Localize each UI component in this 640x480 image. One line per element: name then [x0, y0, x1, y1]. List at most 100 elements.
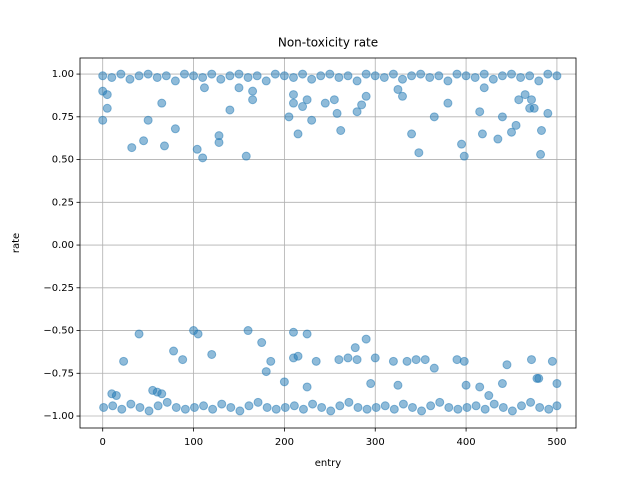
point [435, 397, 445, 407]
point [216, 74, 226, 84]
point [371, 402, 381, 412]
point [302, 329, 312, 339]
point [126, 399, 136, 409]
point [302, 382, 312, 392]
point [144, 406, 154, 416]
point [370, 353, 380, 363]
point [526, 95, 536, 105]
point [443, 98, 453, 108]
point [192, 144, 202, 154]
point [552, 71, 562, 81]
point [143, 69, 153, 79]
point [380, 401, 390, 411]
point [362, 404, 372, 414]
point [307, 115, 317, 125]
point [429, 363, 439, 373]
point [507, 69, 517, 79]
point [497, 379, 507, 389]
point [498, 402, 508, 412]
point [193, 329, 203, 339]
axes-frame [79, 57, 577, 429]
point [293, 129, 303, 139]
point [480, 404, 490, 414]
point [169, 346, 179, 356]
x-tick-label: 100 [184, 437, 203, 448]
point [279, 71, 289, 81]
point [243, 326, 253, 336]
point [361, 69, 371, 79]
point [514, 95, 524, 105]
point [153, 401, 163, 411]
point [289, 401, 299, 411]
point [547, 356, 557, 366]
point [143, 115, 153, 125]
point [262, 402, 272, 412]
point [243, 72, 253, 82]
point [411, 355, 421, 365]
point [102, 103, 112, 113]
point [470, 72, 480, 82]
y-tick-label: 0.75 [52, 112, 74, 123]
y-axis-label: rate [11, 233, 22, 253]
point [157, 389, 167, 399]
point [180, 404, 190, 414]
point [248, 86, 258, 96]
x-tick-label: 200 [275, 437, 294, 448]
point [107, 72, 117, 82]
point [526, 355, 536, 365]
point [198, 72, 208, 82]
point [279, 377, 289, 387]
point [379, 72, 389, 82]
point [119, 356, 129, 366]
point [520, 90, 530, 100]
point [497, 71, 507, 81]
point [526, 397, 536, 407]
x-axis-label: entry [315, 458, 342, 469]
point [162, 397, 172, 407]
point [293, 351, 303, 361]
point [266, 356, 276, 366]
point [308, 399, 318, 409]
point [393, 84, 403, 94]
point [253, 397, 263, 407]
point [507, 127, 517, 137]
point [544, 404, 554, 414]
point [353, 402, 363, 412]
point [536, 149, 546, 159]
point [343, 353, 353, 363]
point [536, 125, 546, 135]
point [477, 129, 487, 139]
point [497, 112, 507, 122]
point [208, 404, 218, 414]
point [98, 71, 108, 81]
point [170, 124, 180, 134]
point [171, 402, 181, 412]
point [453, 404, 463, 414]
x-tick-label: 0 [100, 437, 106, 448]
point [125, 74, 135, 84]
point [329, 95, 339, 105]
point [170, 76, 180, 86]
point [316, 71, 326, 81]
point [397, 74, 407, 84]
point [352, 107, 362, 117]
point [108, 401, 118, 411]
point [217, 399, 227, 409]
point [525, 71, 535, 81]
point [534, 76, 544, 86]
point [552, 401, 562, 411]
point [199, 83, 209, 93]
y-tick-label: 1.00 [52, 69, 74, 80]
point [516, 72, 526, 82]
y-tick-label: −0.25 [43, 283, 74, 294]
point [261, 367, 271, 377]
point [325, 69, 335, 79]
point [326, 406, 336, 416]
point [99, 402, 109, 412]
point [461, 71, 471, 81]
point [475, 382, 485, 392]
point [334, 355, 344, 365]
point [552, 379, 562, 389]
x-tick-label: 500 [547, 437, 566, 448]
